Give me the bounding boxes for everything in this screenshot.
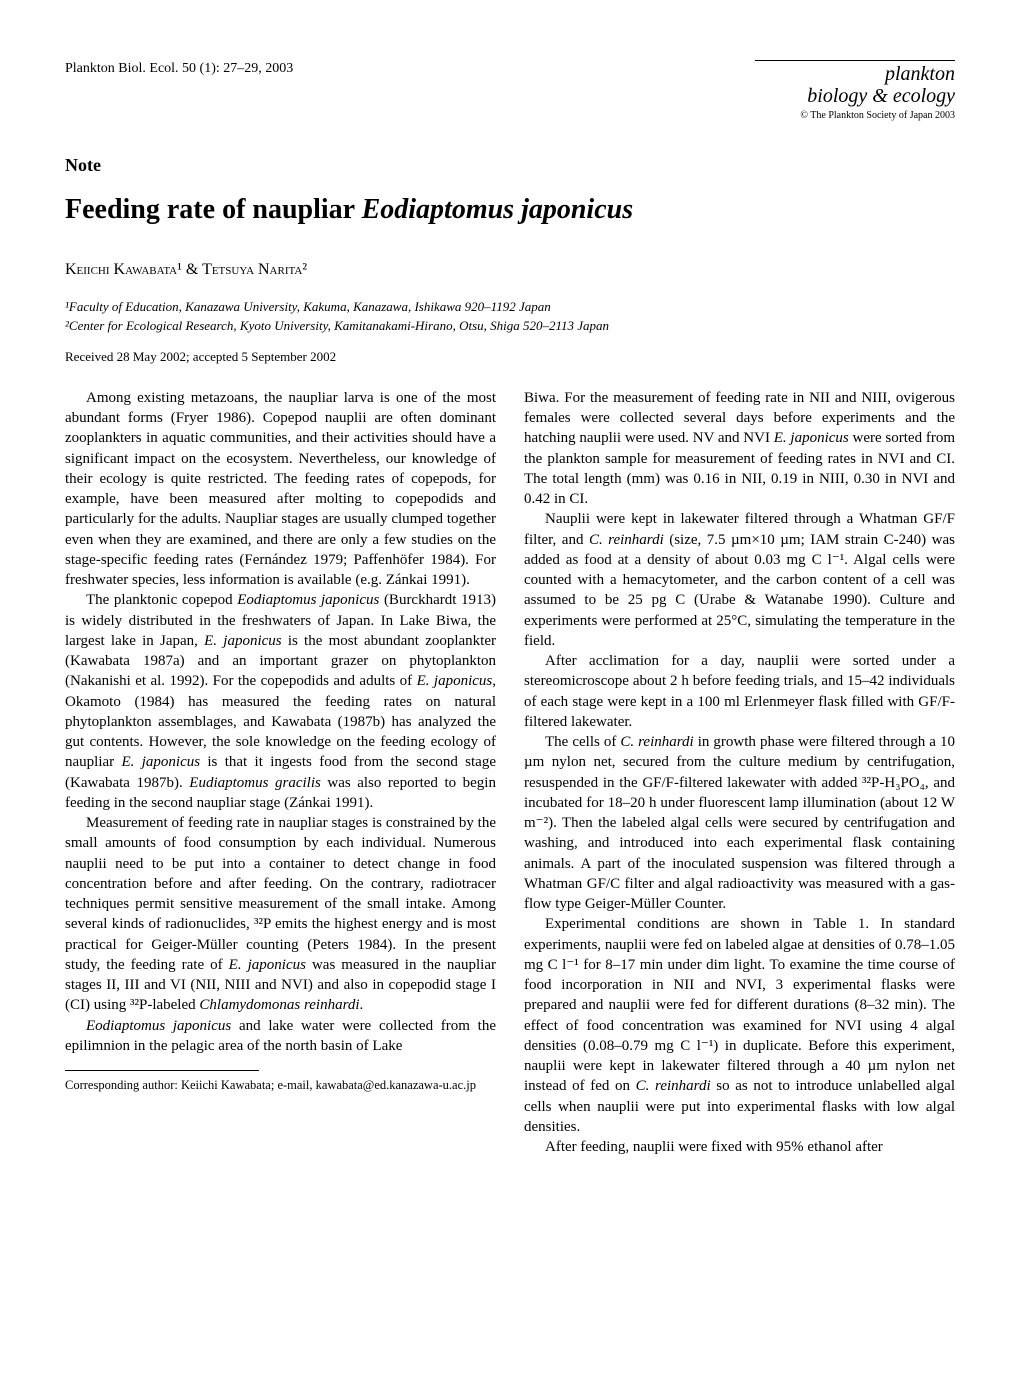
right-p4: The cells of C. reinhardi in growth phas… <box>524 732 955 914</box>
body-columns: Among existing metazoans, the naupliar l… <box>65 388 955 1158</box>
article-title: Feeding rate of naupliar Eodiaptomus jap… <box>65 191 955 229</box>
left-p4: Eodiaptomus japonicus and lake water wer… <box>65 1016 496 1057</box>
right-p3: After acclimation for a day, nauplii wer… <box>524 651 955 732</box>
right-p5: Experimental conditions are shown in Tab… <box>524 914 955 1137</box>
received-dates: Received 28 May 2002; accepted 5 Septemb… <box>65 348 955 366</box>
left-p1: Among existing metazoans, the naupliar l… <box>65 388 496 591</box>
page-header: Plankton Biol. Ecol. 50 (1): 27–29, 2003… <box>65 60 955 123</box>
journal-reference: Plankton Biol. Ecol. 50 (1): 27–29, 2003 <box>65 60 293 79</box>
note-label: Note <box>65 153 955 177</box>
title-prefix: Feeding rate of naupliar <box>65 194 362 225</box>
journal-name-1: plankton <box>755 63 955 85</box>
authors: Keiichi Kawabata¹ & Tetsuya Narita² <box>65 259 955 281</box>
affiliation-2: ²Center for Ecological Research, Kyoto U… <box>65 317 955 335</box>
journal-name-2: biology & ecology <box>755 85 955 107</box>
right-p2: Nauplii were kept in lakewater filtered … <box>524 509 955 651</box>
affiliations: ¹Faculty of Education, Kanazawa Universi… <box>65 298 955 334</box>
footnote-separator <box>65 1070 259 1071</box>
journal-brand-box: plankton biology & ecology © The Plankto… <box>755 60 955 123</box>
title-species: Eodiaptomus japonicus <box>362 194 634 225</box>
right-p1: Biwa. For the measurement of feeding rat… <box>524 388 955 510</box>
journal-copyright: © The Plankton Society of Japan 2003 <box>755 109 955 123</box>
left-p2: The planktonic copepod Eodiaptomus japon… <box>65 590 496 813</box>
left-column: Among existing metazoans, the naupliar l… <box>65 388 496 1158</box>
corresponding-author-footnote: Corresponding author: Keiichi Kawabata; … <box>65 1077 496 1094</box>
right-column: Biwa. For the measurement of feeding rat… <box>524 388 955 1158</box>
affiliation-1: ¹Faculty of Education, Kanazawa Universi… <box>65 298 955 316</box>
right-p6: After feeding, nauplii were fixed with 9… <box>524 1137 955 1157</box>
left-p3: Measurement of feeding rate in naupliar … <box>65 813 496 1016</box>
